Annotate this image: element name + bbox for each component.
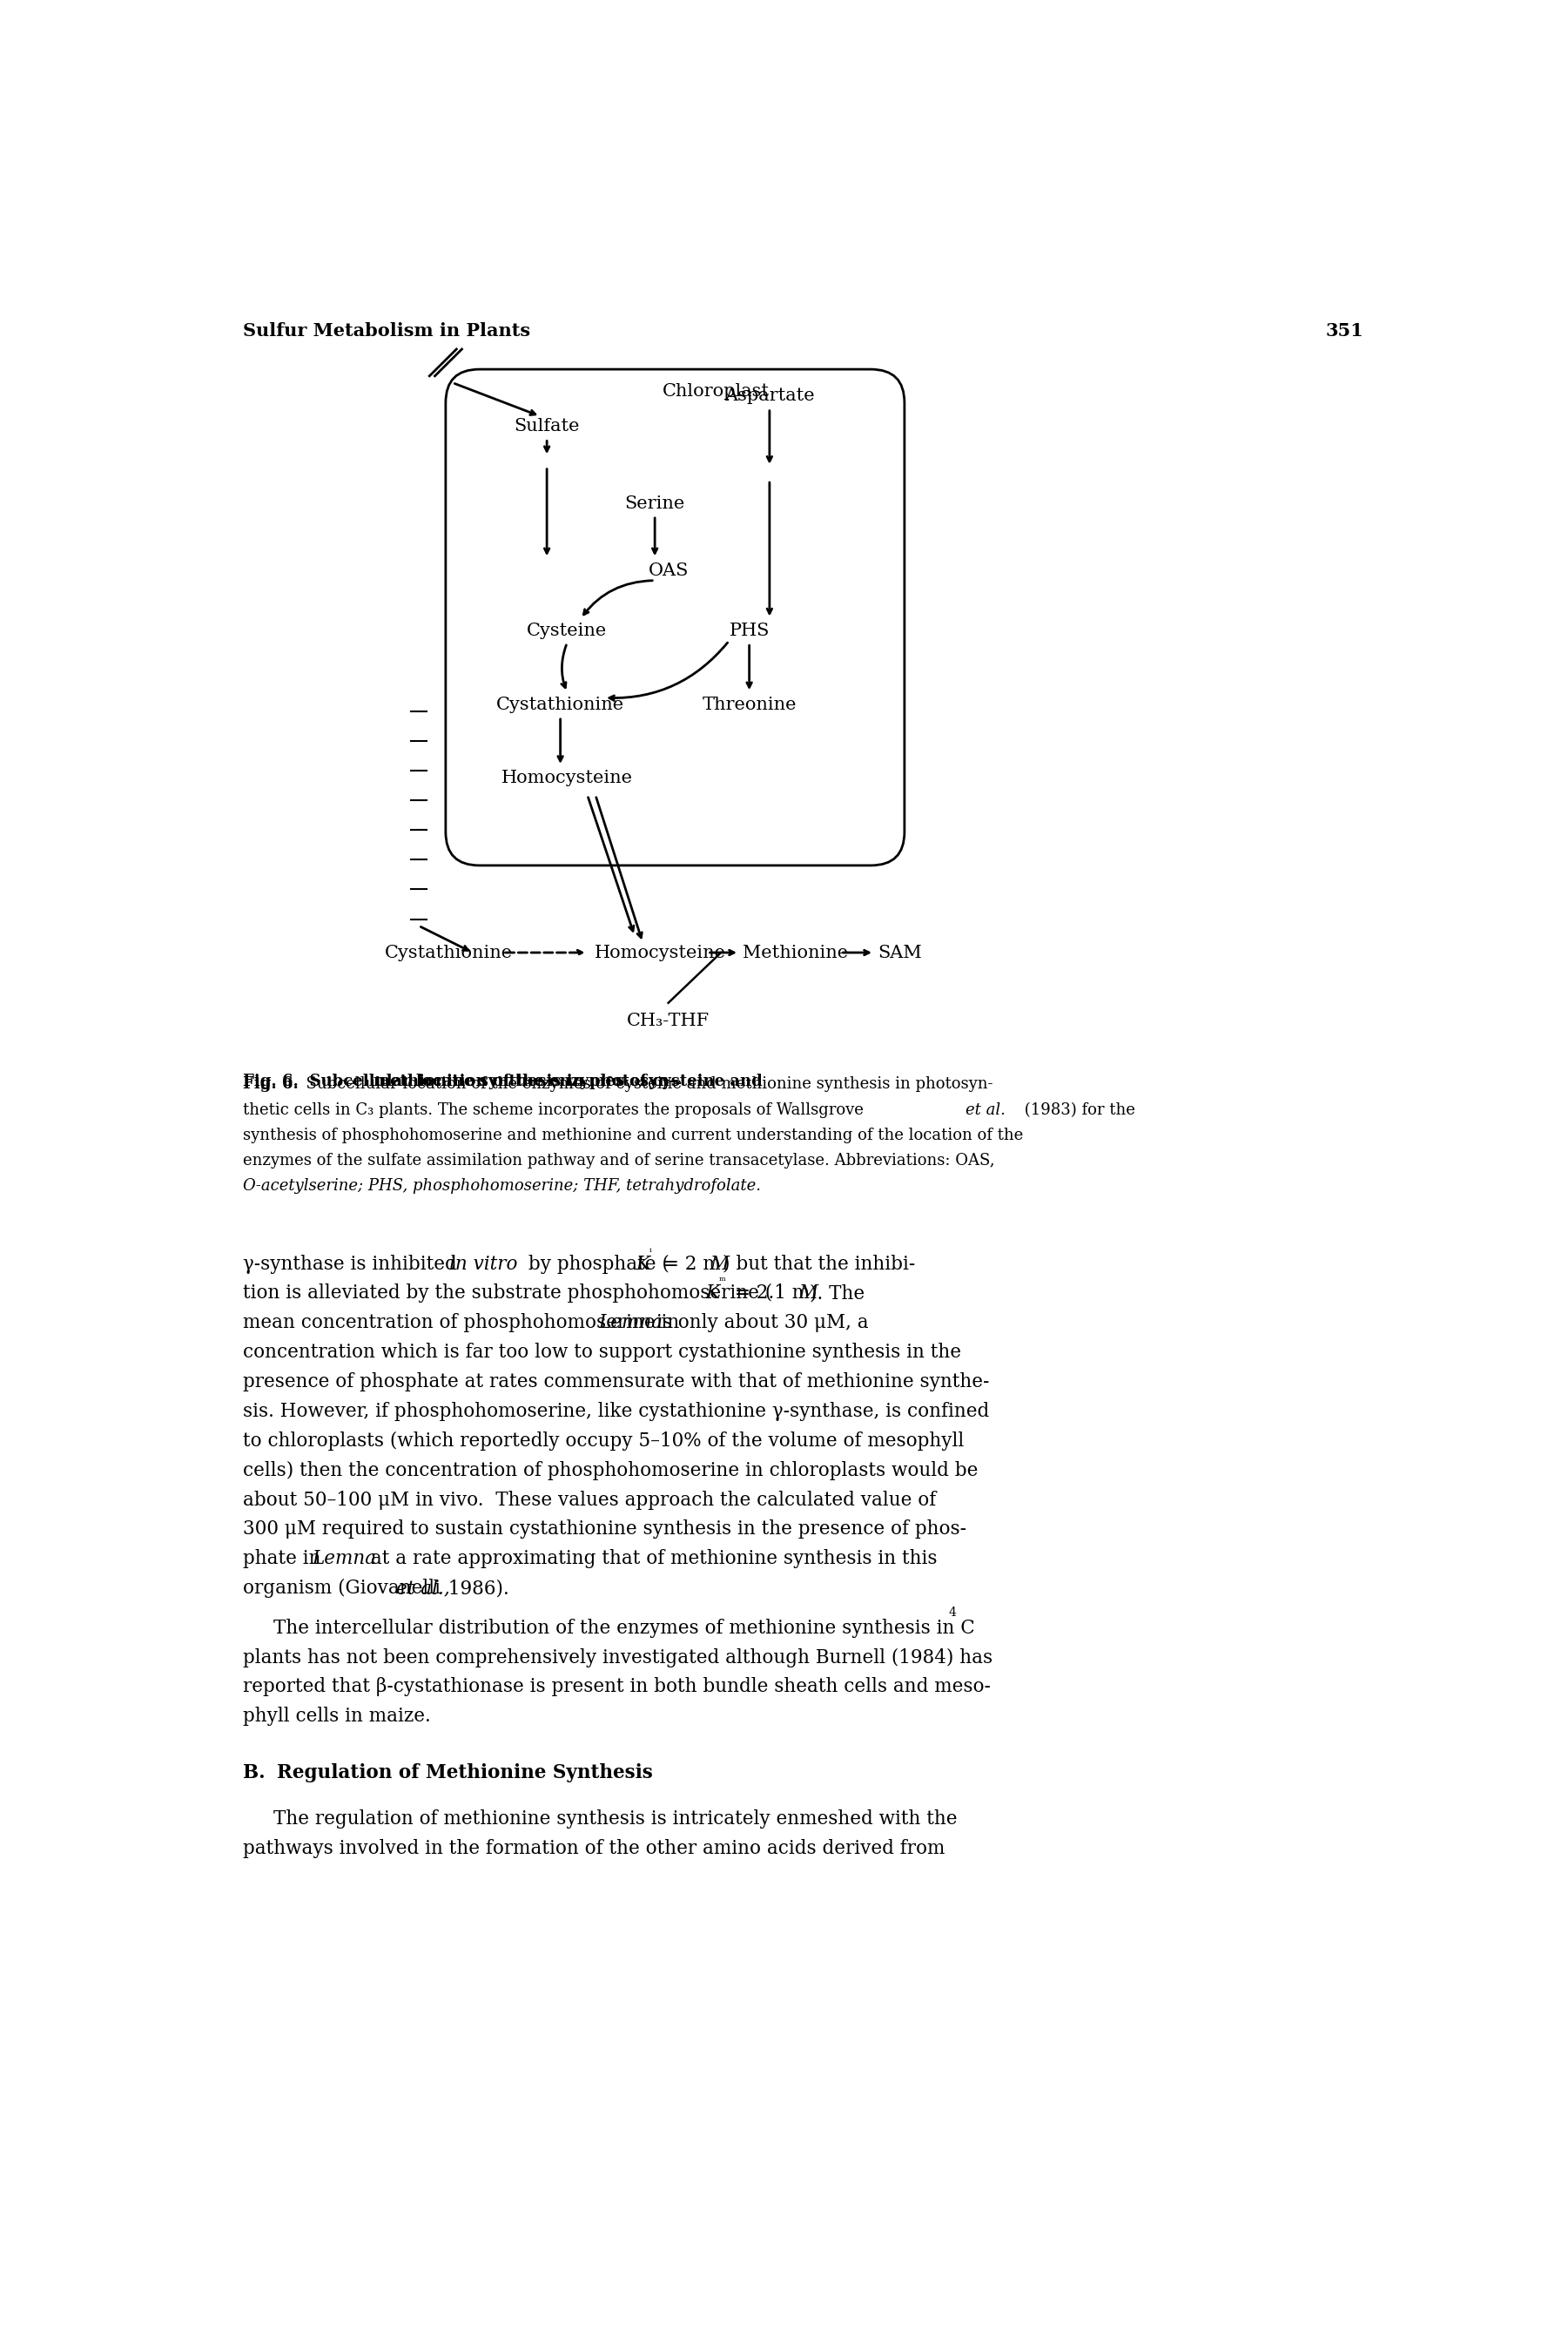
Text: γ-synthase is inhibited: γ-synthase is inhibited [243, 1255, 463, 1274]
Text: Fig. 6.: Fig. 6. [243, 1077, 299, 1093]
Text: sis. However, if phosphohomoserine, like cystathionine γ-synthase, is confined: sis. However, if phosphohomoserine, like… [243, 1401, 989, 1420]
Text: M: M [798, 1284, 817, 1302]
Text: pathways involved in the formation of the other amino acids derived from: pathways involved in the formation of th… [243, 1838, 946, 1857]
Text: (1983) for the: (1983) for the [1019, 1103, 1135, 1117]
Text: O‐acetylserine; PHS, phosphohomoserine; THF, tetrahydrofolate.: O‐acetylserine; PHS, phosphohomoserine; … [243, 1178, 760, 1194]
Text: to chloroplasts (which reportedly occupy 5–10% of the volume of mesophyll: to chloroplasts (which reportedly occupy… [243, 1432, 964, 1451]
Text: PHS: PHS [729, 623, 770, 639]
Text: et al.,: et al., [395, 1580, 450, 1599]
Text: reported that β-cystathionase is present in both bundle sheath cells and meso-: reported that β-cystathionase is present… [243, 1676, 991, 1697]
Text: Threonine: Threonine [702, 696, 797, 712]
Text: ). The: ). The [811, 1284, 866, 1302]
Text: cells) then the concentration of phosphohomoserine in chloroplasts would be: cells) then the concentration of phospho… [243, 1460, 978, 1481]
Text: Homocysteine: Homocysteine [594, 945, 726, 962]
Text: SAM: SAM [878, 945, 922, 962]
Text: The intercellular distribution of the enzymes of methionine synthesis in C: The intercellular distribution of the en… [273, 1617, 975, 1639]
Text: 300 μM required to sustain cystathionine synthesis in the presence of phos-: 300 μM required to sustain cystathionine… [243, 1519, 967, 1540]
Text: by phosphate (: by phosphate ( [522, 1255, 670, 1274]
Text: OAS: OAS [648, 562, 688, 578]
Text: Homocysteine: Homocysteine [502, 771, 633, 788]
Text: = 2 m: = 2 m [657, 1255, 721, 1274]
Text: tion is alleviated by the substrate phosphohomoserine (: tion is alleviated by the substrate phos… [243, 1284, 773, 1302]
Text: Lemna: Lemna [597, 1314, 663, 1333]
Text: 1986).: 1986). [442, 1580, 510, 1599]
Text: Chloroplast: Chloroplast [662, 383, 768, 400]
Text: phyll cells in maize.: phyll cells in maize. [243, 1707, 431, 1726]
Text: The regulation of methionine synthesis is intricately enmeshed with the: The regulation of methionine synthesis i… [273, 1810, 958, 1829]
Text: K: K [706, 1284, 720, 1302]
Text: K: K [637, 1255, 651, 1274]
Text: Cystathionine: Cystathionine [497, 696, 624, 712]
Text: Cysteine: Cysteine [527, 623, 607, 639]
Text: ) but that the inhibi-: ) but that the inhibi- [723, 1255, 914, 1274]
Text: Lemna: Lemna [312, 1549, 376, 1568]
Text: Subcellular location of the enzymes of cysteine and methionine synthesis in phot: Subcellular location of the enzymes of c… [296, 1077, 993, 1093]
Text: 4: 4 [949, 1606, 956, 1617]
Text: enzymes of the sulfate assimilation pathway and of serine transacetylase. Abbrev: enzymes of the sulfate assimilation path… [243, 1152, 996, 1168]
Text: synthesis of phosphohomoserine and methionine and current understanding of the l: synthesis of phosphohomoserine and methi… [243, 1128, 1024, 1143]
Text: in vitro: in vitro [448, 1255, 517, 1274]
Text: M: M [710, 1255, 729, 1274]
Text: is only about 30 μM, a: is only about 30 μM, a [651, 1314, 869, 1333]
Text: presence of phosphate at rates commensurate with that of methionine synthe-: presence of phosphate at rates commensur… [243, 1373, 989, 1392]
Text: Aspartate: Aspartate [724, 388, 815, 404]
Text: Fig. 6.: Fig. 6. [243, 1074, 299, 1089]
Text: methionine synthesis in photosyn-: methionine synthesis in photosyn- [243, 1074, 676, 1089]
Text: Subcellular location of the enzymes of cysteine and: Subcellular location of the enzymes of c… [298, 1074, 762, 1089]
Text: organism (Giovanelli: organism (Giovanelli [243, 1580, 447, 1599]
Text: ₘ: ₘ [718, 1272, 726, 1284]
Text: at a rate approximating that of methionine synthesis in this: at a rate approximating that of methioni… [365, 1549, 938, 1568]
Text: Regulation of Methionine Synthesis: Regulation of Methionine Synthesis [278, 1763, 652, 1782]
Text: mean concentration of phosphohomoserine in: mean concentration of phosphohomoserine … [243, 1314, 685, 1333]
Text: phate in: phate in [243, 1549, 328, 1568]
Text: B.: B. [243, 1763, 265, 1782]
Text: CH₃-THF: CH₃-THF [627, 1013, 710, 1030]
Text: et al.: et al. [966, 1103, 1005, 1117]
Text: concentration which is far too low to support cystathionine synthesis in the: concentration which is far too low to su… [243, 1342, 961, 1361]
Text: plants has not been comprehensively investigated although Burnell (1984) has: plants has not been comprehensively inve… [243, 1648, 993, 1667]
Text: Methionine: Methionine [743, 945, 848, 962]
Text: Cystathionine: Cystathionine [384, 945, 513, 962]
Text: Sulfur Metabolism in Plants: Sulfur Metabolism in Plants [243, 322, 530, 341]
Text: ᵢ: ᵢ [649, 1244, 652, 1255]
Text: 351: 351 [1325, 322, 1363, 341]
FancyBboxPatch shape [445, 369, 905, 865]
Text: Serine: Serine [624, 496, 685, 513]
Text: thetic cells in C₃ plants. The scheme incorporates the proposals of Wallsgrove: thetic cells in C₃ plants. The scheme in… [243, 1103, 869, 1117]
Text: = 2.1 m: = 2.1 m [729, 1284, 811, 1302]
Text: about 50–100 μM in vivo.  These values approach the calculated value of: about 50–100 μM in vivo. These values ap… [243, 1491, 936, 1509]
Text: Sulfate: Sulfate [514, 418, 580, 435]
